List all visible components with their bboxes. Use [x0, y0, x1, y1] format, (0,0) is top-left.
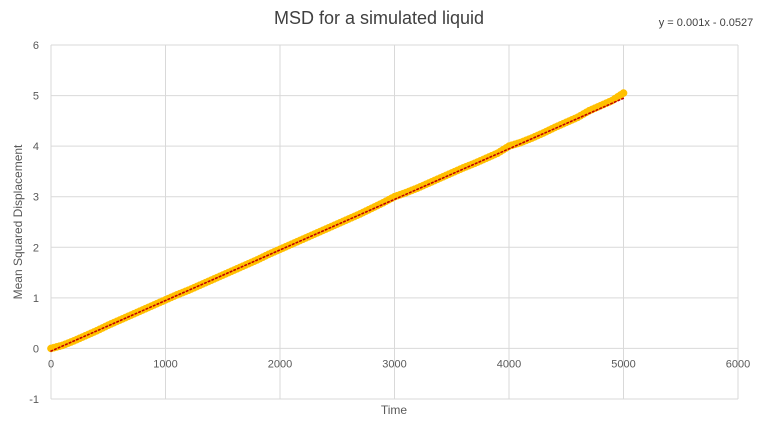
y-tick-label: 3	[33, 192, 39, 204]
data-point	[619, 89, 628, 97]
y-tick-label: 1	[33, 293, 39, 305]
x-tick-label: 0	[48, 358, 54, 370]
y-axis-title: Mean Squared Displacement	[11, 144, 25, 299]
y-tick-label: 2	[33, 242, 39, 254]
x-tick-label: 6000	[726, 358, 750, 370]
y-axis-tick-labels: -1 0 1 2 3 4 5 6	[29, 40, 39, 406]
x-tick-label: 3000	[382, 358, 406, 370]
trendline-equation: y = 0.001x - 0.0527	[659, 17, 753, 29]
chart-title: MSD for a simulated liquid	[274, 8, 484, 28]
x-tick-label: 5000	[611, 358, 635, 370]
x-tick-label: 4000	[497, 358, 521, 370]
trendline-layer	[50, 97, 625, 352]
y-tick-label: 0	[33, 343, 39, 355]
x-tick-label: 2000	[268, 358, 292, 370]
y-tick-label: 6	[33, 40, 39, 52]
trendline	[50, 97, 625, 352]
y-tick-label: 5	[33, 91, 39, 103]
y-tick-label: -1	[29, 394, 39, 406]
x-axis-title: Time	[381, 403, 408, 417]
y-tick-label: 4	[33, 141, 39, 153]
x-axis-tick-labels: 0 1000 2000 3000 4000 5000 6000	[48, 358, 750, 370]
x-tick-label: 1000	[153, 358, 177, 370]
